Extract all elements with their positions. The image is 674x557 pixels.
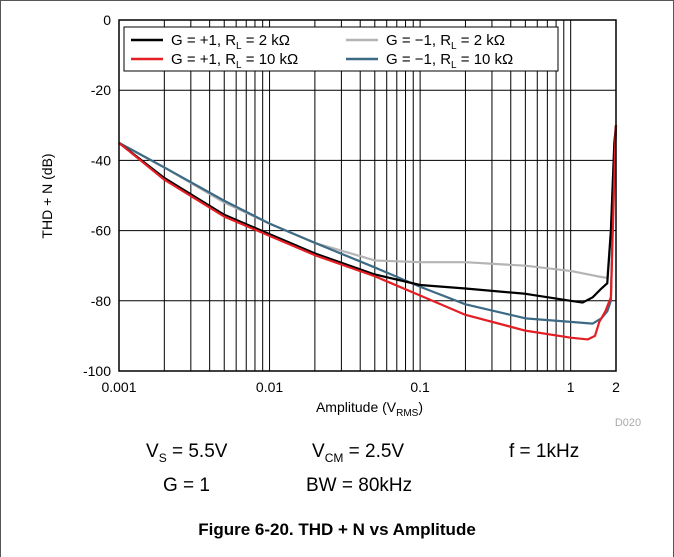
- series-line: [118, 125, 618, 280]
- legend-label: G = −1, RL = 10 kΩ: [386, 51, 513, 71]
- gain-condition: G = 1: [163, 475, 210, 496]
- figure-caption: Figure 6-20. THD + N vs Amplitude: [198, 520, 476, 539]
- vcm-value: = 2.5V: [343, 441, 405, 462]
- legend-label: G = +1, RL = 10 kΩ: [171, 51, 298, 71]
- x-tick-label: 1: [567, 379, 575, 395]
- x-tick-label: 0.01: [256, 379, 283, 395]
- y-tick-label: -40: [91, 152, 111, 168]
- y-tick-label: -20: [91, 82, 111, 98]
- y-tick-label: -60: [91, 223, 111, 239]
- figure-frame-top: [0, 0, 674, 1]
- figure-frame-left: [0, 0, 1, 557]
- y-tick-label: -100: [83, 363, 111, 379]
- x-axis-label-suffix: ): [418, 399, 423, 415]
- x-axis-label: Amplitude (VRMS): [316, 399, 423, 419]
- y-axis-label: THD + N (dB): [39, 153, 55, 238]
- x-tick-label: 2: [612, 379, 620, 395]
- x-tick-label: 0.1: [410, 379, 430, 395]
- vs-prefix: V: [146, 441, 159, 462]
- series-line: [118, 125, 618, 341]
- grid-lines: [119, 20, 616, 371]
- plot-border: [118, 19, 617, 372]
- x-tick-label: 0.001: [101, 379, 136, 395]
- x-axis-label-sub: RMS: [396, 408, 419, 419]
- series-line: [118, 125, 618, 304]
- series-line: [118, 125, 618, 325]
- frequency-condition: f = 1kHz: [509, 441, 580, 462]
- legend: G = +1, RL = 2 kΩ G = −1, RL = 2 kΩ G = +1…: [123, 26, 559, 72]
- vs-value: = 5.5V: [166, 441, 228, 462]
- series-lines: [118, 125, 618, 341]
- y-tick-label: -80: [91, 293, 111, 309]
- legend-label: G = +1, RL = 2 kΩ: [171, 32, 290, 52]
- vcm-prefix: V: [312, 441, 325, 462]
- supply-voltage-condition: VS = 5.5V: [146, 441, 227, 465]
- legend-box: [123, 26, 559, 72]
- legend-label: G = −1, RL = 2 kΩ: [386, 32, 505, 52]
- y-tick-label: 0: [103, 12, 111, 28]
- x-axis-label-main: Amplitude (V: [316, 399, 397, 415]
- vcm-sub: CM: [324, 450, 344, 465]
- bandwidth-condition: BW = 80kHz: [306, 475, 413, 496]
- vs-sub: S: [158, 450, 167, 465]
- common-mode-voltage-condition: VCM = 2.5V: [312, 441, 404, 465]
- figure-id-watermark: D020: [615, 417, 641, 429]
